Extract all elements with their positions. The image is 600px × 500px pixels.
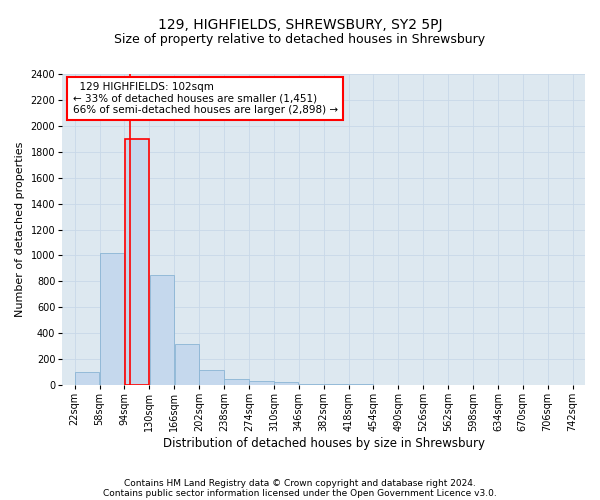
Bar xyxy=(249,380,274,385)
Bar xyxy=(224,378,248,385)
Text: Contains public sector information licensed under the Open Government Licence v3: Contains public sector information licen… xyxy=(103,488,497,498)
Y-axis label: Number of detached properties: Number of detached properties xyxy=(15,142,25,318)
Bar xyxy=(349,384,373,385)
Bar xyxy=(100,253,124,385)
Text: 129, HIGHFIELDS, SHREWSBURY, SY2 5PJ: 129, HIGHFIELDS, SHREWSBURY, SY2 5PJ xyxy=(158,18,442,32)
Bar xyxy=(149,275,174,385)
X-axis label: Distribution of detached houses by size in Shrewsbury: Distribution of detached houses by size … xyxy=(163,437,485,450)
Text: Contains HM Land Registry data © Crown copyright and database right 2024.: Contains HM Land Registry data © Crown c… xyxy=(124,478,476,488)
Bar xyxy=(299,384,323,385)
Bar xyxy=(324,384,348,385)
Bar xyxy=(75,372,100,385)
Bar xyxy=(274,382,298,385)
Bar xyxy=(199,370,224,385)
Text: 129 HIGHFIELDS: 102sqm
← 33% of detached houses are smaller (1,451)
66% of semi-: 129 HIGHFIELDS: 102sqm ← 33% of detached… xyxy=(73,82,338,115)
Bar xyxy=(125,139,149,385)
Text: Size of property relative to detached houses in Shrewsbury: Size of property relative to detached ho… xyxy=(115,32,485,46)
Bar xyxy=(175,344,199,385)
